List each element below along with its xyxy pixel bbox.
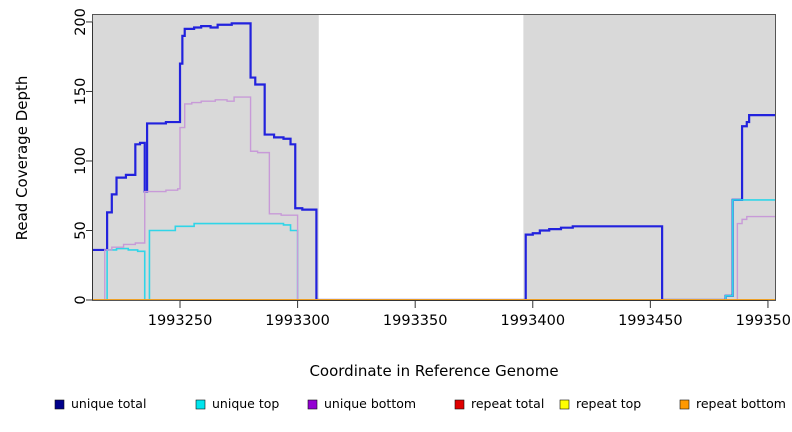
legend-swatch-repeat-bottom [679,399,690,410]
y-tick-label: 200 [73,8,89,36]
x-tick-label: 1993500 [736,313,792,329]
legend-label-unique-bottom: unique bottom [324,396,416,411]
x-tick-label: 1993450 [618,313,683,329]
legend-label-unique-top: unique top [212,396,279,411]
y-axis-title: Read Coverage Depth [13,76,31,241]
legend-label-unique-total: unique total [71,396,146,411]
legend-swatch-unique-bottom [307,399,318,410]
series-line-unique-bottom [93,96,775,300]
x-tick-label: 1993300 [265,313,330,329]
shaded-region-0 [93,15,319,300]
x-tick-label: 1993350 [383,313,448,329]
x-axis-title: Coordinate in Reference Genome [309,362,558,380]
legend-swatch-unique-top [195,399,206,410]
y-tick-labels: 0 50 100 150 200 [73,8,92,305]
y-tick-label: 0 [73,295,89,304]
axis-group [92,21,768,301]
legend-swatch-repeat-top [559,399,570,410]
legend-swatch-unique-total [54,399,65,410]
y-tick-label: 100 [73,147,89,175]
legend-swatch-repeat-total [454,399,465,410]
legend-label-repeat-top: repeat top [576,396,641,411]
y-tick-label: 150 [73,78,89,106]
series-line-unique-top [93,199,775,300]
chart-legend: unique total unique top unique bottom repea… [54,396,786,411]
data-series-group [93,22,775,300]
y-tick-label: 50 [73,221,89,239]
series-line-unique-total [93,22,775,300]
legend-label-repeat-bottom: repeat bottom [696,396,786,411]
x-tick-labels: 1993250 1993300 1993350 1993400 1993450 19935… [148,301,792,329]
x-tick-label: 1993250 [148,313,213,329]
x-tick-label: 1993400 [500,313,565,329]
legend-label-repeat-total: repeat total [471,396,544,411]
